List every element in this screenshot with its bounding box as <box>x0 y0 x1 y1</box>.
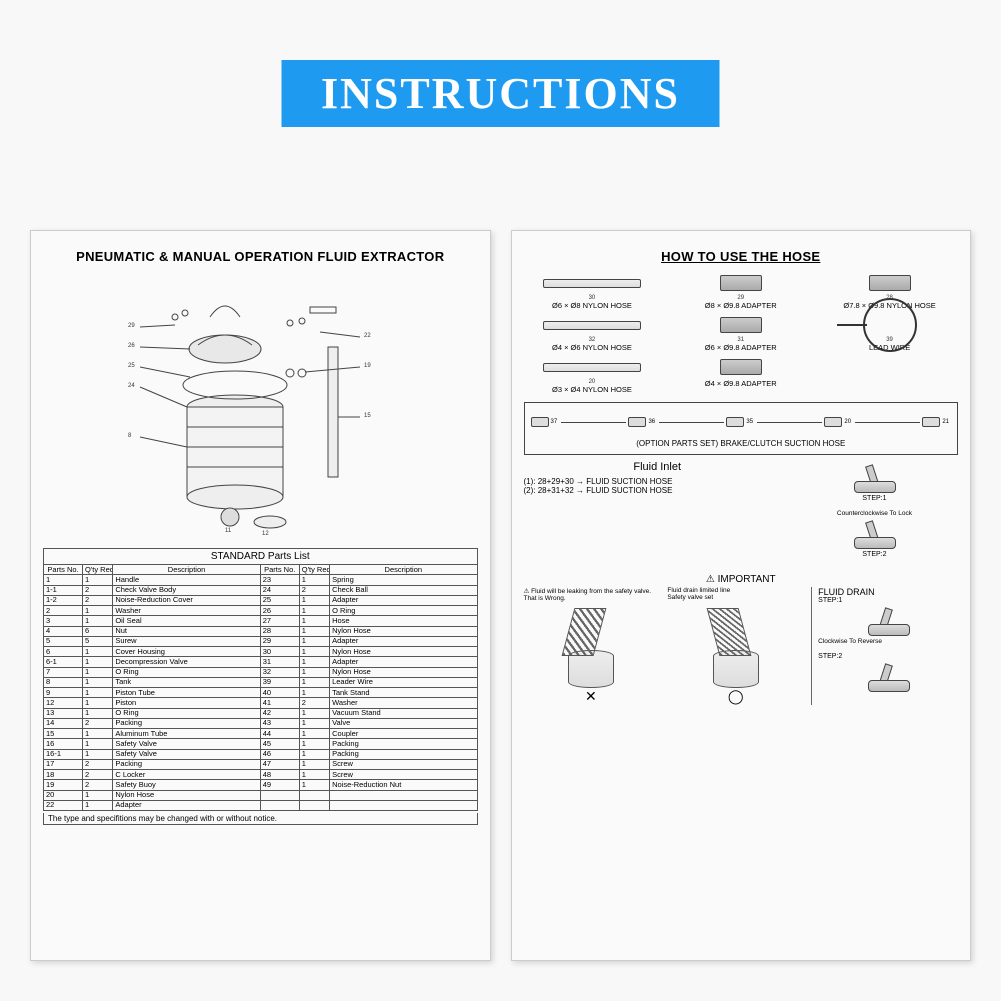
svg-text:22: 22 <box>364 333 371 339</box>
svg-text:24: 24 <box>128 383 135 389</box>
hose-item: 20Ø3 × Ø4 NYLON HOSE <box>524 356 661 394</box>
bottom-grid: ⚠ Fluid will be leaking from the safety … <box>524 587 959 705</box>
hose-item: 31Ø6 × Ø9.8 ADAPTER <box>672 314 809 352</box>
table-row: 81Tank391Leader Wire <box>44 677 478 687</box>
table-row: 192Safety Buoy491Noise-Reduction Nut <box>44 780 478 790</box>
hose-item: Ø4 × Ø9.8 ADAPTER <box>672 356 809 394</box>
table-row: 16-11Safety Valve461Packing <box>44 749 478 759</box>
table-row: 21Washer261O Ring <box>44 606 478 616</box>
table-row: 55Surew291Adapter <box>44 636 478 646</box>
svg-text:29: 29 <box>128 323 135 329</box>
svg-text:15: 15 <box>364 413 371 419</box>
table-row: 142Packing431Valve <box>44 718 478 728</box>
sheets-container: PNEUMATIC & MANUAL OPERATION FLUID EXTRA… <box>30 230 971 961</box>
left-title: PNEUMATIC & MANUAL OPERATION FLUID EXTRA… <box>43 249 478 264</box>
fluid-inlet-line1: (1): 28+29+30 → FLUID SUCTION HOSE <box>524 477 791 486</box>
table-row: 1-22Noise-Reduction Cover251Adapter <box>44 595 478 605</box>
assembly-box: 3736352021 (OPTION PARTS SET) BRAKE/CLUT… <box>524 402 959 455</box>
drain-note: Clockwise To Reverse <box>818 638 958 645</box>
parts-table-title: STANDARD Parts List <box>43 548 478 564</box>
svg-text:19: 19 <box>364 363 371 369</box>
table-row: 91Piston Tube401Tank Stand <box>44 688 478 698</box>
parts-th: Parts No. <box>44 565 83 575</box>
hose-item <box>821 356 958 394</box>
parts-footnote: The type and specifitions may be changed… <box>43 813 478 825</box>
svg-text:25: 25 <box>128 363 135 369</box>
o-mark: ◯ <box>713 688 759 705</box>
parts-th: Q'ty Req <box>83 565 113 575</box>
hose-item: 32Ø4 × Ø6 NYLON HOSE <box>524 314 661 352</box>
lock-note: Counterclockwise To Lock <box>791 510 958 517</box>
right-title: HOW TO USE THE HOSE <box>524 249 959 264</box>
fluid-inlet-row: Fluid Inlet (1): 28+29+30 → FLUID SUCTIO… <box>524 461 959 566</box>
option-label: (OPTION PARTS SET) BRAKE/CLUTCH SUCTION … <box>531 439 952 448</box>
table-row: 1-12Check Valve Body242Check Ball <box>44 585 478 595</box>
table-row: 71O Ring321Nylon Hose <box>44 667 478 677</box>
hose-grid: 30Ø6 × Ø8 NYLON HOSE 29Ø8 × Ø9.8 ADAPTER 2… <box>524 272 959 394</box>
svg-text:8: 8 <box>128 433 132 439</box>
table-row: 46Nut281Nylon Hose <box>44 626 478 636</box>
parts-th: Description <box>330 565 477 575</box>
instructions-banner: INSTRUCTIONS <box>281 60 720 127</box>
x-mark: ✕ <box>568 688 614 705</box>
step2-label: STEP:2 <box>791 551 958 558</box>
fluid-inlet-title: Fluid Inlet <box>524 461 791 473</box>
drain-title: FLUID DRAIN <box>818 587 958 597</box>
parts-table: Parts No.Q'ty ReqDescriptionParts No.Q't… <box>43 564 478 811</box>
sheet-left: PNEUMATIC & MANUAL OPERATION FLUID EXTRA… <box>30 230 491 961</box>
important-note-left: Fluid will be leaking from the safety va… <box>524 588 652 602</box>
exploded-diagram: 29 26 25 24 8 22 19 15 11 12 <box>43 272 478 542</box>
important-note-r1: Fluid drain limited line <box>667 587 803 594</box>
table-row: 31Oil Seal271Hose <box>44 616 478 626</box>
table-row: 151Aluminum Tube441Coupler <box>44 729 478 739</box>
table-row: 221Adapter <box>44 800 478 810</box>
svg-text:11: 11 <box>225 528 232 534</box>
hose-item: 30Ø6 × Ø8 NYLON HOSE <box>524 272 661 310</box>
table-row: 201Nylon Hose <box>44 790 478 800</box>
hose-item: 29Ø8 × Ø9.8 ADAPTER <box>672 272 809 310</box>
important-note-r2: Safety valve set <box>667 594 803 601</box>
fluid-inlet-line2: (2): 28+31+32 → FLUID SUCTION HOSE <box>524 486 791 495</box>
svg-text:26: 26 <box>128 343 135 349</box>
parts-th: Q'ty Req <box>299 565 329 575</box>
sheet-right: HOW TO USE THE HOSE 30Ø6 × Ø8 NYLON HOSE… <box>511 230 972 961</box>
important-title: ⚠ IMPORTANT <box>524 574 959 585</box>
hose-item: 39LEAD WIRE <box>821 314 958 352</box>
table-row: 6-11Decompression Valve311Adapter <box>44 657 478 667</box>
svg-text:12: 12 <box>262 531 269 537</box>
parts-th: Parts No. <box>260 565 299 575</box>
table-row: 121Piston412Washer <box>44 698 478 708</box>
table-row: 161Safety Valve451Packing <box>44 739 478 749</box>
table-row: 11Handle231Spring <box>44 575 478 585</box>
table-row: 172Packing471Screw <box>44 759 478 769</box>
table-row: 131O Ring421Vacuum Stand <box>44 708 478 718</box>
parts-th: Description <box>113 565 260 575</box>
drain-step2: STEP:2 <box>818 653 958 660</box>
table-row: 61Cover Housing301Nylon Hose <box>44 647 478 657</box>
table-row: 182C Locker481Screw <box>44 770 478 780</box>
drain-step1: STEP:1 <box>818 597 958 604</box>
step1-label: STEP:1 <box>791 495 958 502</box>
